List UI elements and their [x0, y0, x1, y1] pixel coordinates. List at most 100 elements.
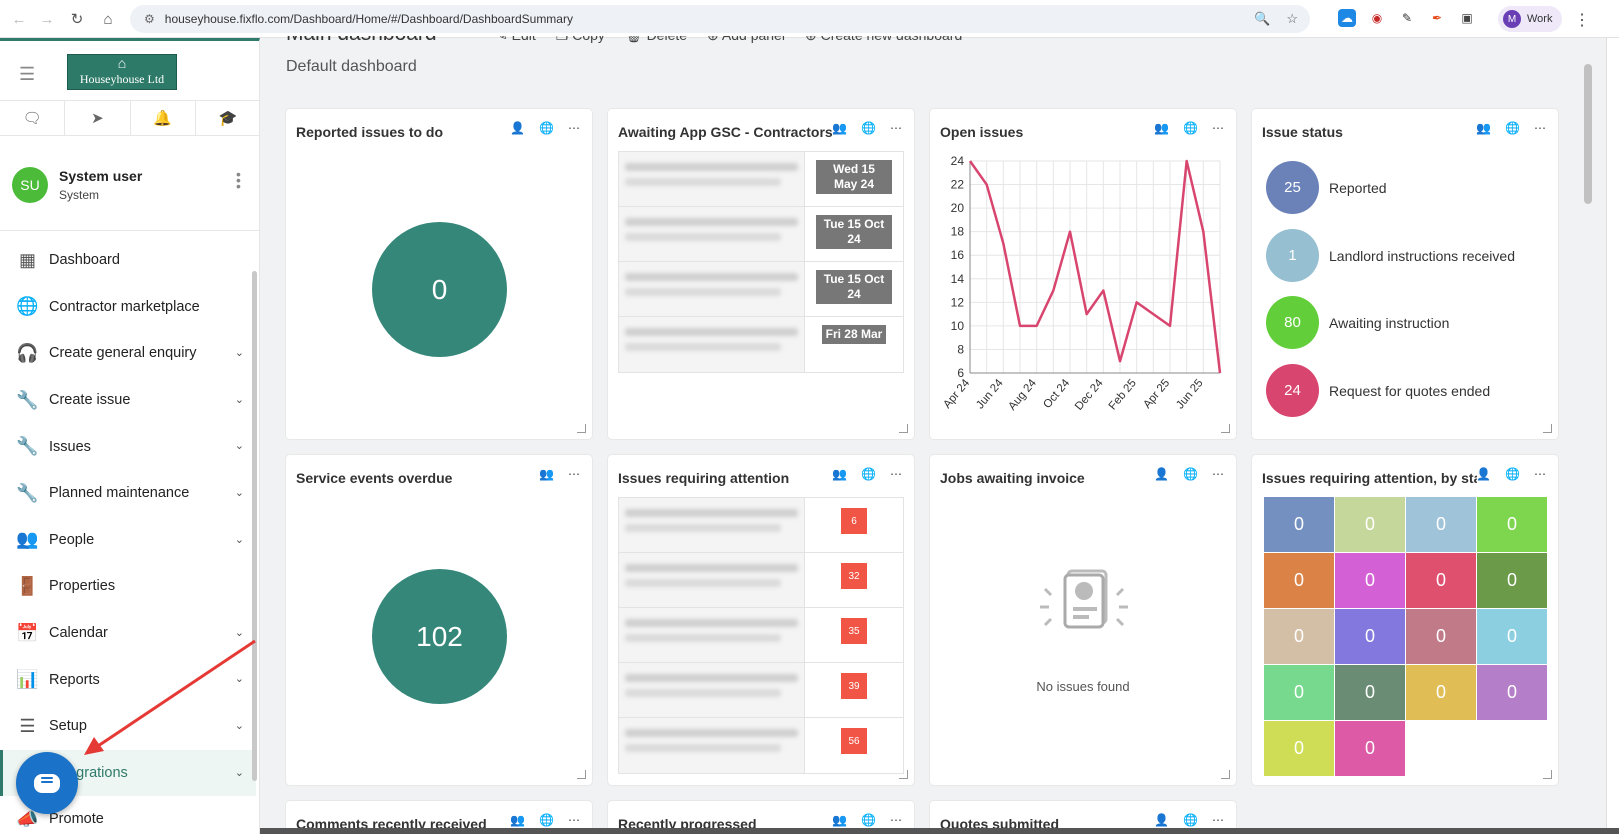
chat-icon[interactable]: 🗨: [0, 101, 66, 135]
profile-chip[interactable]: M Work: [1498, 6, 1563, 32]
resize-handle[interactable]: [577, 770, 586, 779]
edit-button[interactable]: ✎ Edit: [496, 36, 536, 44]
status-grid-cell[interactable]: 0: [1477, 497, 1547, 552]
count-circle[interactable]: 0: [372, 222, 507, 357]
more-options-icon[interactable]: ⋯: [1534, 121, 1546, 135]
extension-pen-icon[interactable]: ✒: [1431, 11, 1443, 25]
hamburger-menu-icon[interactable]: ☰: [19, 64, 36, 84]
user-profile[interactable]: SU System user System: [12, 167, 142, 203]
table-row[interactable]: 56: [619, 718, 903, 773]
group-icon[interactable]: 👥: [832, 467, 848, 481]
graduation-cap-icon[interactable]: 🎓: [218, 110, 238, 127]
browser-menu-icon[interactable]: ⋮: [1574, 12, 1590, 29]
more-options-icon[interactable]: ⋯: [1212, 813, 1224, 827]
group-icon[interactable]: 👥: [1154, 121, 1170, 135]
status-grid-cell[interactable]: 0: [1406, 665, 1476, 720]
status-grid-cell[interactable]: 0: [1406, 553, 1476, 608]
sidebar-item-properties[interactable]: 🚪 Properties: [0, 563, 256, 610]
globe-icon[interactable]: 🌐: [861, 813, 876, 827]
person-icon[interactable]: 👤: [510, 121, 526, 135]
extension-cloud-icon[interactable]: ☁: [1338, 9, 1356, 27]
resize-handle[interactable]: [1543, 770, 1552, 779]
table-row[interactable]: 6: [619, 498, 903, 553]
resize-handle[interactable]: [899, 770, 908, 779]
person-icon[interactable]: 👤: [1476, 467, 1492, 481]
group-icon[interactable]: 👥: [1476, 121, 1492, 135]
more-options-icon[interactable]: ⋯: [890, 467, 902, 481]
status-grid-cell[interactable]: 0: [1477, 553, 1547, 608]
status-grid-cell[interactable]: 0: [1335, 665, 1405, 720]
resize-handle[interactable]: [1543, 424, 1552, 433]
group-icon[interactable]: 👥: [832, 813, 848, 827]
table-row[interactable]: 32: [619, 553, 903, 608]
status-row-reported[interactable]: 25 Reported: [1266, 161, 1387, 214]
reload-icon[interactable]: ↻: [70, 11, 84, 28]
table-row[interactable]: 39: [619, 663, 903, 718]
delete-button[interactable]: 🗑 Delete: [625, 36, 687, 44]
status-grid-cell[interactable]: 0: [1264, 609, 1334, 664]
status-grid-cell[interactable]: 0: [1477, 609, 1547, 664]
sidebar-item-dashboard[interactable]: ▦ Dashboard: [0, 237, 256, 284]
table-row[interactable]: Wed 15 May 24: [619, 152, 903, 207]
group-icon[interactable]: 👥: [539, 467, 554, 481]
status-grid-cell[interactable]: 0: [1264, 497, 1334, 552]
more-options-icon[interactable]: ⋯: [890, 121, 902, 135]
globe-icon[interactable]: 🌐: [861, 121, 876, 135]
sidebar-scrollbar[interactable]: [252, 271, 257, 781]
add-panel-button[interactable]: ⊕ Add panel: [707, 36, 785, 44]
sidebar-item-people[interactable]: 👥 People ⌄: [0, 517, 256, 564]
status-grid-cell[interactable]: 0: [1264, 721, 1334, 776]
status-row-awaiting-instruction[interactable]: 80 Awaiting instruction: [1266, 296, 1449, 349]
status-row-request-quotes-ended[interactable]: 24 Request for quotes ended: [1266, 364, 1490, 417]
resize-handle[interactable]: [1221, 424, 1230, 433]
sidebar-item-issues[interactable]: 🔧 Issues ⌄: [0, 423, 256, 470]
status-grid-cell[interactable]: 0: [1477, 665, 1547, 720]
group-icon[interactable]: 👥: [832, 121, 848, 135]
table-row[interactable]: 35: [619, 608, 903, 663]
more-options-icon[interactable]: ⋯: [568, 813, 580, 827]
globe-icon[interactable]: 🌐: [1505, 121, 1520, 135]
globe-icon[interactable]: 🌐: [1183, 813, 1198, 827]
status-row-landlord-instructions[interactable]: 1 Landlord instructions received: [1266, 229, 1515, 282]
address-bar[interactable]: ⚙ houseyhouse.fixflo.com/Dashboard/Home/…: [130, 5, 1310, 33]
extension-palette-icon[interactable]: ◉: [1371, 11, 1383, 25]
status-grid-cell[interactable]: 0: [1406, 609, 1476, 664]
person-icon[interactable]: 👤: [1154, 813, 1170, 827]
status-grid-cell[interactable]: 0: [1406, 497, 1476, 552]
status-grid-cell[interactable]: 0: [1335, 609, 1405, 664]
table-row[interactable]: Tue 15 Oct 24: [619, 262, 903, 317]
status-grid-cell[interactable]: 0: [1335, 721, 1405, 776]
extension-eyedropper-icon[interactable]: ✎: [1401, 11, 1413, 25]
more-options-icon[interactable]: ⋯: [568, 121, 580, 135]
company-logo[interactable]: ⌂ Houseyhouse Ltd: [67, 54, 177, 90]
globe-icon[interactable]: 🌐: [539, 121, 554, 135]
globe-icon[interactable]: 🌐: [539, 813, 554, 827]
person-icon[interactable]: 👤: [1154, 467, 1170, 481]
chat-widget-button[interactable]: [16, 752, 78, 814]
sidebar-item-promote[interactable]: 📣 Promote: [0, 796, 256, 834]
resize-handle[interactable]: [577, 424, 586, 433]
forward-icon[interactable]: →: [39, 10, 55, 28]
sidebar-item-contractor-marketplace[interactable]: 🌐 Contractor marketplace: [0, 284, 256, 331]
resize-handle[interactable]: [1221, 770, 1230, 779]
globe-icon[interactable]: 🌐: [1505, 467, 1520, 481]
more-options-icon[interactable]: ⋯: [890, 813, 902, 827]
sidebar-item-create-general-enquiry[interactable]: 🎧 Create general enquiry ⌄: [0, 330, 256, 377]
bookmark-star-icon[interactable]: ☆: [1286, 11, 1298, 26]
globe-icon[interactable]: 🌐: [1183, 467, 1198, 481]
more-options-icon[interactable]: ⋯: [1212, 121, 1224, 135]
resize-handle[interactable]: [899, 424, 908, 433]
back-icon[interactable]: ←: [11, 10, 27, 28]
status-grid-cell[interactable]: 0: [1335, 553, 1405, 608]
status-grid-cell[interactable]: 0: [1335, 497, 1405, 552]
group-icon[interactable]: 👥: [510, 813, 526, 827]
sidebar-item-calendar[interactable]: 📅 Calendar ⌄: [0, 610, 256, 657]
sidebar-item-setup[interactable]: ☰ Setup ⌄: [0, 703, 256, 750]
home-icon[interactable]: ⌂: [103, 10, 113, 28]
status-grid-cell[interactable]: 0: [1264, 665, 1334, 720]
user-more-icon[interactable]: • • •: [236, 166, 241, 194]
sidebar-item-reports[interactable]: 📊 Reports ⌄: [0, 656, 256, 703]
copy-button[interactable]: ❐ Copy: [556, 36, 605, 44]
bell-icon[interactable]: 🔔: [131, 101, 196, 135]
more-options-icon[interactable]: ⋯: [1212, 467, 1224, 481]
